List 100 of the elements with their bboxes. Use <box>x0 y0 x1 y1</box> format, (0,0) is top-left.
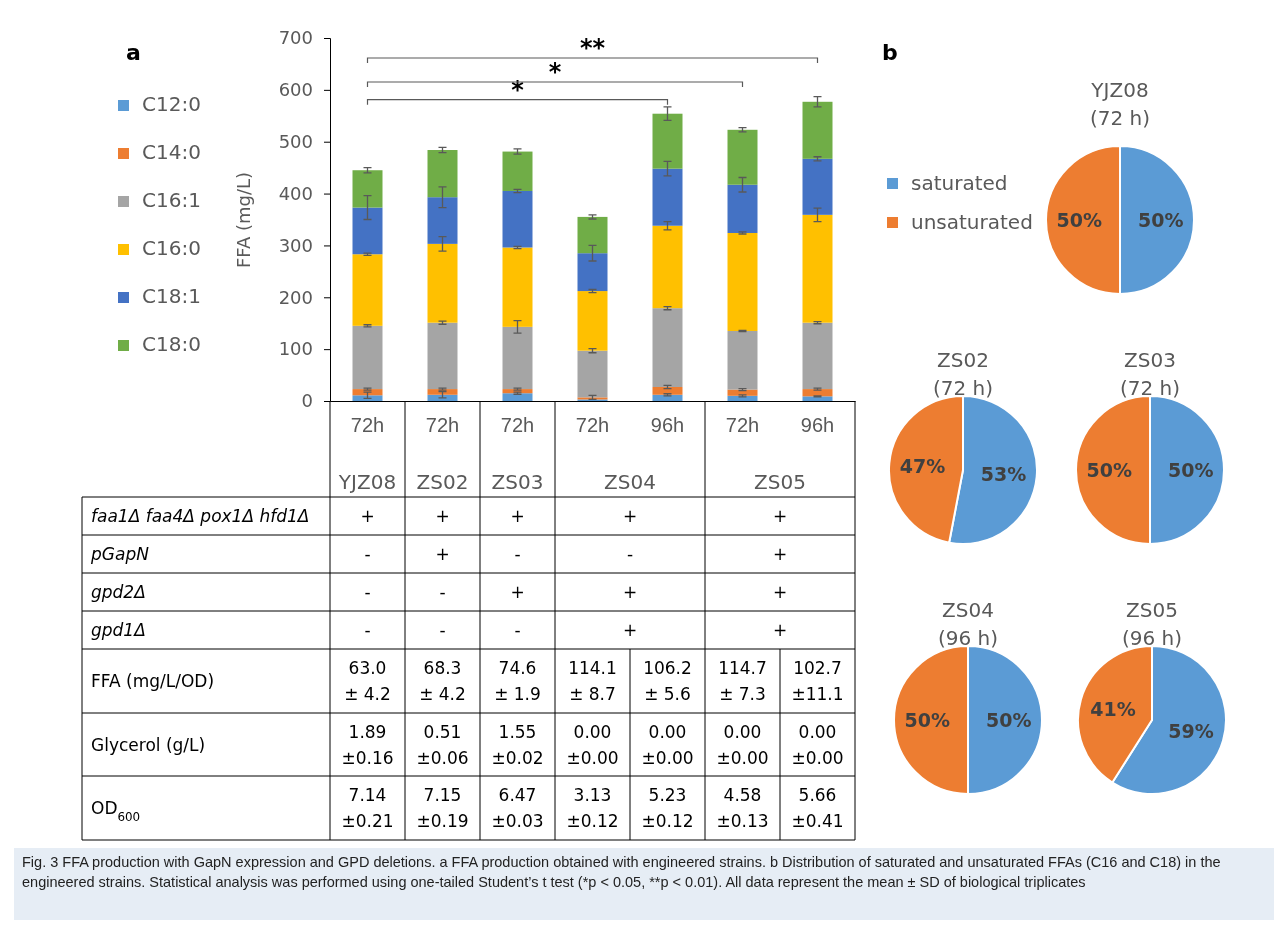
bar <box>502 151 533 191</box>
data-label: 50% <box>904 709 951 731</box>
category-label: gpd2Δ <box>91 582 146 602</box>
data-label: 41% <box>1090 697 1136 720</box>
legend-label: saturated <box>911 171 1008 195</box>
chart-title: ZS04 <box>942 598 994 622</box>
bar <box>427 243 458 323</box>
bar <box>577 291 608 351</box>
category-label: gpd1Δ <box>91 620 146 640</box>
text: 5.23 ±0.12 <box>641 785 694 831</box>
text: + <box>772 506 788 526</box>
text: - <box>514 544 521 564</box>
data-label: 50% <box>1056 209 1103 231</box>
text: + <box>622 620 638 640</box>
category-label: ZS03 <box>491 470 544 494</box>
text: 114.7 ± 7.3 <box>718 658 767 704</box>
chart-subtitle: (72 h) <box>932 376 994 400</box>
bar <box>652 387 683 395</box>
y-tick-label: 100 <box>278 338 313 360</box>
text: + <box>772 620 788 640</box>
text: + <box>510 582 525 602</box>
bar <box>352 325 383 390</box>
bar <box>352 170 383 208</box>
text: - <box>439 582 446 602</box>
bar <box>352 207 383 255</box>
legend-label: C18:1 <box>142 284 201 308</box>
y-tick-label: 400 <box>278 182 313 204</box>
bar <box>802 322 833 390</box>
chart-title: YJZ08 <box>1090 78 1149 102</box>
x-tick-label: 72h <box>425 414 460 436</box>
bar <box>727 184 758 233</box>
bar <box>577 216 608 254</box>
y-tick-label: 700 <box>278 27 313 49</box>
x-tick-label: 72h <box>500 414 535 436</box>
caption: Fig. 3 FFA production with GapN expression and GPD deletions. a FFA production obtained with engineered strains. b Distribution of saturated and unsaturated FFAs (C16 and C18) in the engineered strains. Statistical analysis was performed using one-tailed Student’s t test (*p < 0.05, **p < 0.01). All data represent the mean ± SD of biological triplicates <box>14 848 1274 920</box>
text: 63.0 ± 4.2 <box>344 658 391 704</box>
bar <box>652 308 683 387</box>
x-tick-label: 72h <box>350 414 385 436</box>
bar <box>502 190 533 248</box>
bar <box>727 129 758 185</box>
text: 102.7 ±11.1 <box>791 658 844 704</box>
legend-label: C14:0 <box>142 140 201 164</box>
bar <box>352 395 383 401</box>
text: 0.00 ±0.00 <box>566 721 619 768</box>
legend-label: C16:1 <box>142 188 201 212</box>
text: + <box>622 506 638 526</box>
chart-subtitle: (72 h) <box>1119 376 1181 400</box>
bar <box>652 394 683 401</box>
bar <box>727 330 758 390</box>
category-label: pGapN <box>91 544 149 564</box>
text: 0.00 ±0.00 <box>716 721 769 768</box>
data-label: 50% <box>1086 459 1133 481</box>
text: 6.47 ±0.03 <box>491 785 544 831</box>
chart-title: ZS03 <box>1124 348 1176 372</box>
x-tick-label: 96h <box>650 414 685 436</box>
text: a <box>126 40 141 65</box>
chart-subtitle: (96 h) <box>1121 626 1183 650</box>
legend-label: unsaturated <box>911 210 1033 234</box>
annotation: * <box>548 58 562 86</box>
text: - <box>364 544 371 564</box>
y-tick-label: 300 <box>278 234 313 256</box>
bar <box>427 150 458 198</box>
data-label: 50% <box>985 709 1032 731</box>
legend-label: C12:0 <box>142 92 201 116</box>
text: b <box>882 40 898 65</box>
y-axis-title: FFA (mg/L) <box>233 171 254 269</box>
legend-label: C16:0 <box>142 236 201 260</box>
x-tick-label: 72h <box>575 414 610 436</box>
text: 74.6 ± 1.9 <box>494 658 541 704</box>
y-tick-label: 500 <box>278 130 313 152</box>
text: - <box>626 544 634 564</box>
data-label: 50% <box>1137 209 1184 231</box>
bar <box>652 113 683 169</box>
chart-subtitle: (96 h) <box>937 626 999 650</box>
y-tick-label: 200 <box>278 286 313 308</box>
legend-label: C18:0 <box>142 332 201 356</box>
bar <box>802 101 833 159</box>
text: 3.13 ±0.12 <box>566 785 619 831</box>
chart-title: ZS02 <box>937 348 989 372</box>
bar <box>502 393 533 401</box>
data-label: 53% <box>980 462 1027 485</box>
data-label: 50% <box>1167 459 1214 481</box>
text: 1.55 ±0.02 <box>491 721 544 768</box>
bar <box>427 197 458 244</box>
bar <box>502 247 533 327</box>
text: 106.2 ± 5.6 <box>643 658 692 704</box>
data-label: 47% <box>899 455 946 478</box>
text: 0.00 ±0.00 <box>641 721 694 768</box>
category-label: FFA (mg/L/OD) <box>91 671 215 691</box>
x-tick-label: 72h <box>725 414 760 436</box>
annotation: * <box>511 75 525 104</box>
text: + <box>772 544 788 564</box>
text: - <box>364 582 371 602</box>
text: - <box>364 620 371 640</box>
category-label: OD$_{600}$ <box>91 798 141 824</box>
text: + <box>622 582 638 602</box>
text: 1.89 ±0.16 <box>341 721 394 768</box>
text: + <box>435 544 450 564</box>
category-label: faa1Δ faa4Δ pox1Δ hfd1Δ <box>91 506 310 526</box>
text: 7.15 ±0.19 <box>416 785 469 831</box>
